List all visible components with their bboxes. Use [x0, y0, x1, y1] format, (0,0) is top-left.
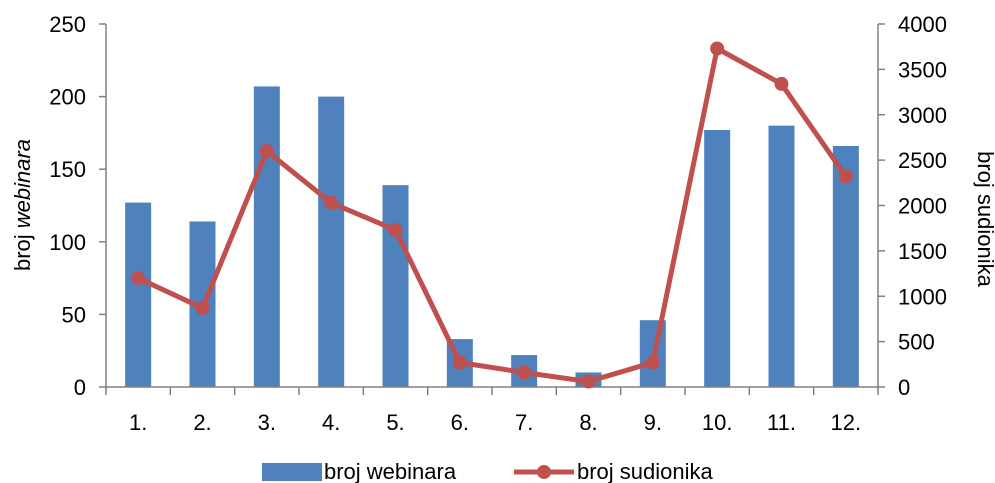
y2-tick-label: 0 — [898, 375, 910, 400]
x-tick-label: 7. — [515, 410, 533, 435]
bar — [832, 145, 859, 387]
x-tick-label: 5. — [386, 410, 404, 435]
line-point — [838, 169, 853, 184]
bar — [768, 125, 795, 387]
legend-line-label: broj sudionika — [577, 459, 714, 483]
line-point — [581, 374, 596, 389]
y-axis-label-prefix: broj — [10, 234, 35, 271]
x-tick-label: 6. — [451, 410, 469, 435]
x-tick-label: 3. — [258, 410, 276, 435]
y-tick-label: 250 — [49, 12, 86, 37]
y2-tick-label: 3000 — [898, 103, 947, 128]
bar — [253, 86, 280, 387]
x-tick-label: 4. — [322, 410, 340, 435]
bar — [125, 202, 152, 387]
x-tick-label: 10. — [702, 410, 733, 435]
y-tick-label: 50 — [62, 302, 86, 327]
x-tick-label: 2. — [193, 410, 211, 435]
y2-tick-label: 4000 — [898, 12, 947, 37]
tick-labels: 0501001502002500500100015002000250030003… — [49, 12, 947, 435]
x-tick-label: 9. — [644, 410, 662, 435]
y2-axis-label: broj sudionika — [973, 151, 995, 288]
bar — [704, 129, 731, 387]
line-point — [131, 271, 146, 286]
y2-tick-label: 2500 — [898, 148, 947, 173]
line-point — [452, 355, 467, 370]
axes — [99, 23, 885, 395]
line-point — [195, 301, 210, 316]
y-tick-label: 0 — [74, 375, 86, 400]
y-axis-label-italic: webinara — [10, 139, 35, 228]
line-point — [710, 41, 725, 56]
y2-tick-label: 500 — [898, 330, 935, 355]
line-path — [137, 46, 848, 385]
legend-bar-label: broj webinara — [324, 459, 457, 483]
y-axis-label: broj webinara — [10, 139, 35, 271]
y-tick-label: 150 — [49, 157, 86, 182]
line-point — [517, 365, 532, 380]
legend: broj webinara broj sudionika — [262, 459, 714, 483]
legend-bar-swatch — [262, 463, 322, 481]
y-tick-label: 100 — [49, 230, 86, 255]
x-tick-label: 8. — [579, 410, 597, 435]
x-tick-label: 1. — [129, 410, 147, 435]
line-point — [259, 144, 274, 159]
line-point — [388, 223, 403, 238]
x-tick-label: 11. — [767, 410, 796, 435]
legend-line-marker — [537, 465, 551, 479]
bar-series — [125, 86, 859, 387]
y-tick-label: 200 — [49, 85, 86, 110]
y2-tick-label: 2000 — [898, 194, 947, 219]
y2-tick-label: 1000 — [898, 284, 947, 309]
line-point — [645, 355, 660, 370]
x-tick-label: 12. — [831, 410, 862, 435]
y2-tick-label: 3500 — [898, 57, 947, 82]
line-point — [324, 195, 339, 210]
line-point — [774, 76, 789, 91]
bar — [318, 96, 345, 387]
y2-tick-label: 1500 — [898, 239, 947, 264]
bar — [382, 185, 409, 387]
line-series — [131, 41, 853, 389]
